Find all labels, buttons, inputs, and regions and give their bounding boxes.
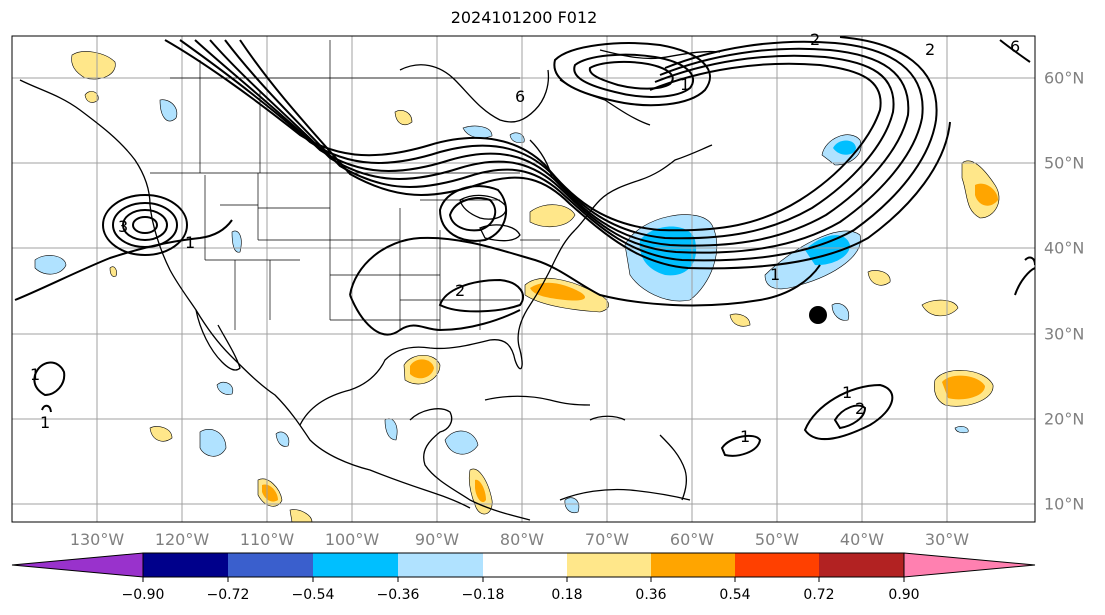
contour-jet-5 bbox=[224, 36, 938, 262]
contour-low-center-ring-2 bbox=[122, 209, 168, 241]
colorbar-tick-label: −0.54 bbox=[291, 587, 335, 603]
contour-1-central bbox=[349, 236, 821, 307]
map-title: 2024101200 F012 bbox=[450, 8, 598, 27]
colorbar-tick-label: −0.72 bbox=[206, 587, 250, 603]
contour-label: 2 bbox=[455, 281, 465, 300]
map-frame bbox=[11, 35, 1036, 523]
lat-label: 30°N bbox=[1044, 324, 1085, 344]
contour-2-southeast bbox=[438, 278, 525, 313]
contour-jet-1 bbox=[164, 39, 882, 232]
contour-label: 1 bbox=[40, 413, 50, 432]
lon-label: 80°W bbox=[499, 530, 545, 549]
colorbar-segment bbox=[228, 553, 313, 577]
contour-low-center-ring-4 bbox=[102, 194, 188, 256]
contour-jet-4 bbox=[209, 39, 924, 254]
contour-label: 6 bbox=[1010, 37, 1020, 56]
contour-lines bbox=[14, 36, 1035, 457]
colorbar-segment bbox=[819, 553, 904, 577]
colorbar-tick-label: −0.18 bbox=[461, 587, 505, 603]
contour-label: 6 bbox=[515, 87, 525, 106]
colorbar bbox=[11, 552, 1036, 582]
colorbar-segment bbox=[567, 553, 651, 577]
colorbar-extend-low bbox=[11, 552, 144, 578]
lon-label: 50°W bbox=[754, 530, 800, 549]
lon-label: 130°W bbox=[69, 530, 125, 549]
lat-label: 60°N bbox=[1044, 68, 1085, 88]
contour-1-east-atlantic bbox=[803, 383, 894, 441]
colorbar-segment bbox=[313, 553, 398, 577]
lat-label: 10°N bbox=[1044, 494, 1085, 514]
lon-label: 40°W bbox=[839, 530, 885, 549]
colorbar-segment bbox=[143, 553, 228, 577]
contour-jet-3 bbox=[194, 39, 910, 247]
storm-center-dot bbox=[809, 306, 827, 324]
colorbar-extend-high bbox=[903, 552, 1036, 578]
contour-low-center-ring-1 bbox=[132, 216, 158, 234]
colorbar-tick-label: −0.36 bbox=[376, 587, 420, 603]
colorbar-tick-label: 0.72 bbox=[803, 587, 835, 603]
political-borders bbox=[150, 40, 560, 330]
lat-label: 40°N bbox=[1044, 238, 1085, 258]
lon-label: 120°W bbox=[154, 530, 210, 549]
lon-label: 90°W bbox=[414, 530, 460, 549]
lon-label: 60°W bbox=[669, 530, 715, 549]
contour-label: 2 bbox=[925, 40, 935, 59]
contour-labels: 1 2 3 6 1 1 1 2 1 1 1 2 2 6 bbox=[30, 30, 1020, 446]
lon-label: 70°W bbox=[584, 530, 630, 549]
colorbar-segment bbox=[483, 553, 567, 577]
contour-label: 1 bbox=[740, 427, 750, 446]
colorbar-tick-label: 0.36 bbox=[635, 587, 667, 603]
contour-jet-6 bbox=[239, 39, 951, 270]
colorbar-segment bbox=[735, 553, 819, 577]
contour-label: 1 bbox=[770, 265, 780, 284]
positive-anomaly-newengland bbox=[529, 204, 576, 228]
colorbar-tick-label: 0.54 bbox=[719, 587, 751, 603]
lat-label: 50°N bbox=[1044, 153, 1085, 173]
lon-label: 30°W bbox=[924, 530, 970, 549]
contour-label: 1 bbox=[185, 233, 195, 252]
colorbar-tick-label: 0.18 bbox=[551, 587, 583, 603]
coastlines bbox=[19, 49, 721, 521]
colorbar-tick-label: −0.90 bbox=[121, 587, 165, 603]
contour-label: 2 bbox=[810, 30, 820, 49]
contour-label: 1 bbox=[30, 365, 40, 384]
colorbar-segment bbox=[651, 553, 735, 577]
contour-label: 1 bbox=[842, 383, 852, 402]
lon-label: 110°W bbox=[239, 530, 295, 549]
contour-label: 3 bbox=[118, 217, 128, 236]
colorbar-tick-label: 0.90 bbox=[888, 587, 920, 603]
contour-jet-2 bbox=[179, 39, 895, 240]
lat-label: 20°N bbox=[1044, 409, 1085, 429]
lon-label: 100°W bbox=[324, 530, 380, 549]
contour-label: 1 bbox=[680, 75, 690, 94]
colorbar-segment bbox=[398, 553, 483, 577]
contour-label: 2 bbox=[855, 399, 865, 418]
